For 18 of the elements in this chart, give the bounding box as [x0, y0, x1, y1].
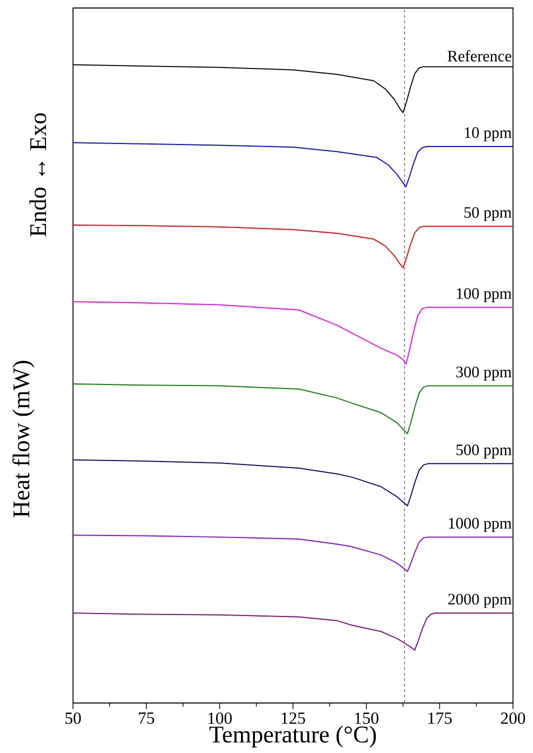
series-label: 1000 ppm: [449, 518, 512, 532]
series-label: 100 ppm: [456, 288, 512, 302]
x-tick-label: 125: [282, 712, 306, 724]
series-label: Reference: [448, 50, 512, 62]
x-tick-label: 200: [501, 712, 526, 724]
x-tick-label: 150: [355, 712, 378, 724]
x-tick-label: 100: [208, 712, 232, 724]
series-label: 300 ppm: [456, 366, 512, 381]
series-label: 2000 ppm: [448, 594, 512, 608]
x-tick-label: 75: [138, 712, 154, 724]
series-label: 500 ppm: [456, 444, 512, 458]
y-axis-title: Heat flow (mW): [12, 360, 34, 518]
x-tick-label: 175: [428, 712, 452, 724]
x-axis-title: Temperature (°C): [210, 726, 376, 748]
x-tick-label: 50: [66, 712, 81, 724]
series-label: 10 ppm: [464, 127, 512, 142]
series-label: 50 ppm: [464, 207, 512, 222]
text: Endo ↔ Exo: [29, 113, 46, 237]
